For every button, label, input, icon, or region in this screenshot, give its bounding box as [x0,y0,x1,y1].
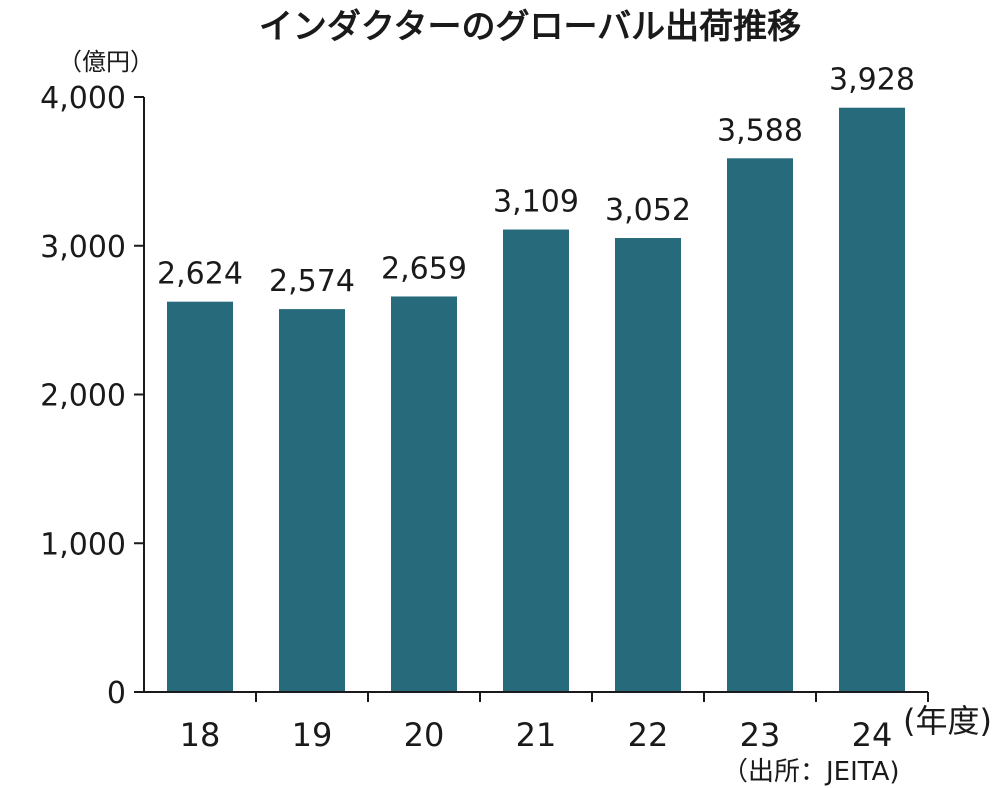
y-axis-ticks: 0 1,000 2,000 3,000 4,000 [40,81,144,711]
x-tick-label-24: 24 [852,716,893,754]
data-label-24: 3,928 [829,63,915,98]
x-axis-ticks: 18 19 20 21 22 23 24 [180,692,929,754]
x-tick-label-19: 19 [292,716,333,754]
data-label-19: 2,574 [269,264,355,299]
chart-title: インダクターのグローバル出荷推移 [259,7,801,47]
data-labels: 2,624 2,574 2,659 3,109 3,052 3,588 3,928 [157,63,915,299]
y-tick-label: 3,000 [40,230,126,265]
x-tick-label-20: 20 [404,716,445,754]
bar-24 [839,107,905,692]
y-tick-label: 2,000 [40,379,126,414]
y-tick-label: 0 [107,676,126,711]
data-label-23: 3,588 [717,113,803,148]
data-label-18: 2,624 [157,257,243,292]
y-axis-unit: （億円） [58,48,154,76]
x-tick-label-22: 22 [628,716,669,754]
x-tick-label-18: 18 [180,716,221,754]
bar-19 [279,309,345,692]
x-tick-label-23: 23 [740,716,781,754]
source-note: （出所：JEITA) [722,757,900,787]
x-tick-label-21: 21 [516,716,557,754]
bar-20 [391,296,457,692]
bar-21 [503,229,569,692]
data-label-20: 2,659 [381,251,467,286]
bar-22 [615,238,681,692]
bars [167,107,905,692]
y-tick-label: 4,000 [40,81,126,116]
data-label-21: 3,109 [493,185,579,220]
bar-18 [167,301,233,692]
bar-23 [727,158,793,692]
y-tick-label: 1,000 [40,527,126,562]
data-label-22: 3,052 [605,193,691,228]
x-axis-label: (年度) [903,702,992,740]
